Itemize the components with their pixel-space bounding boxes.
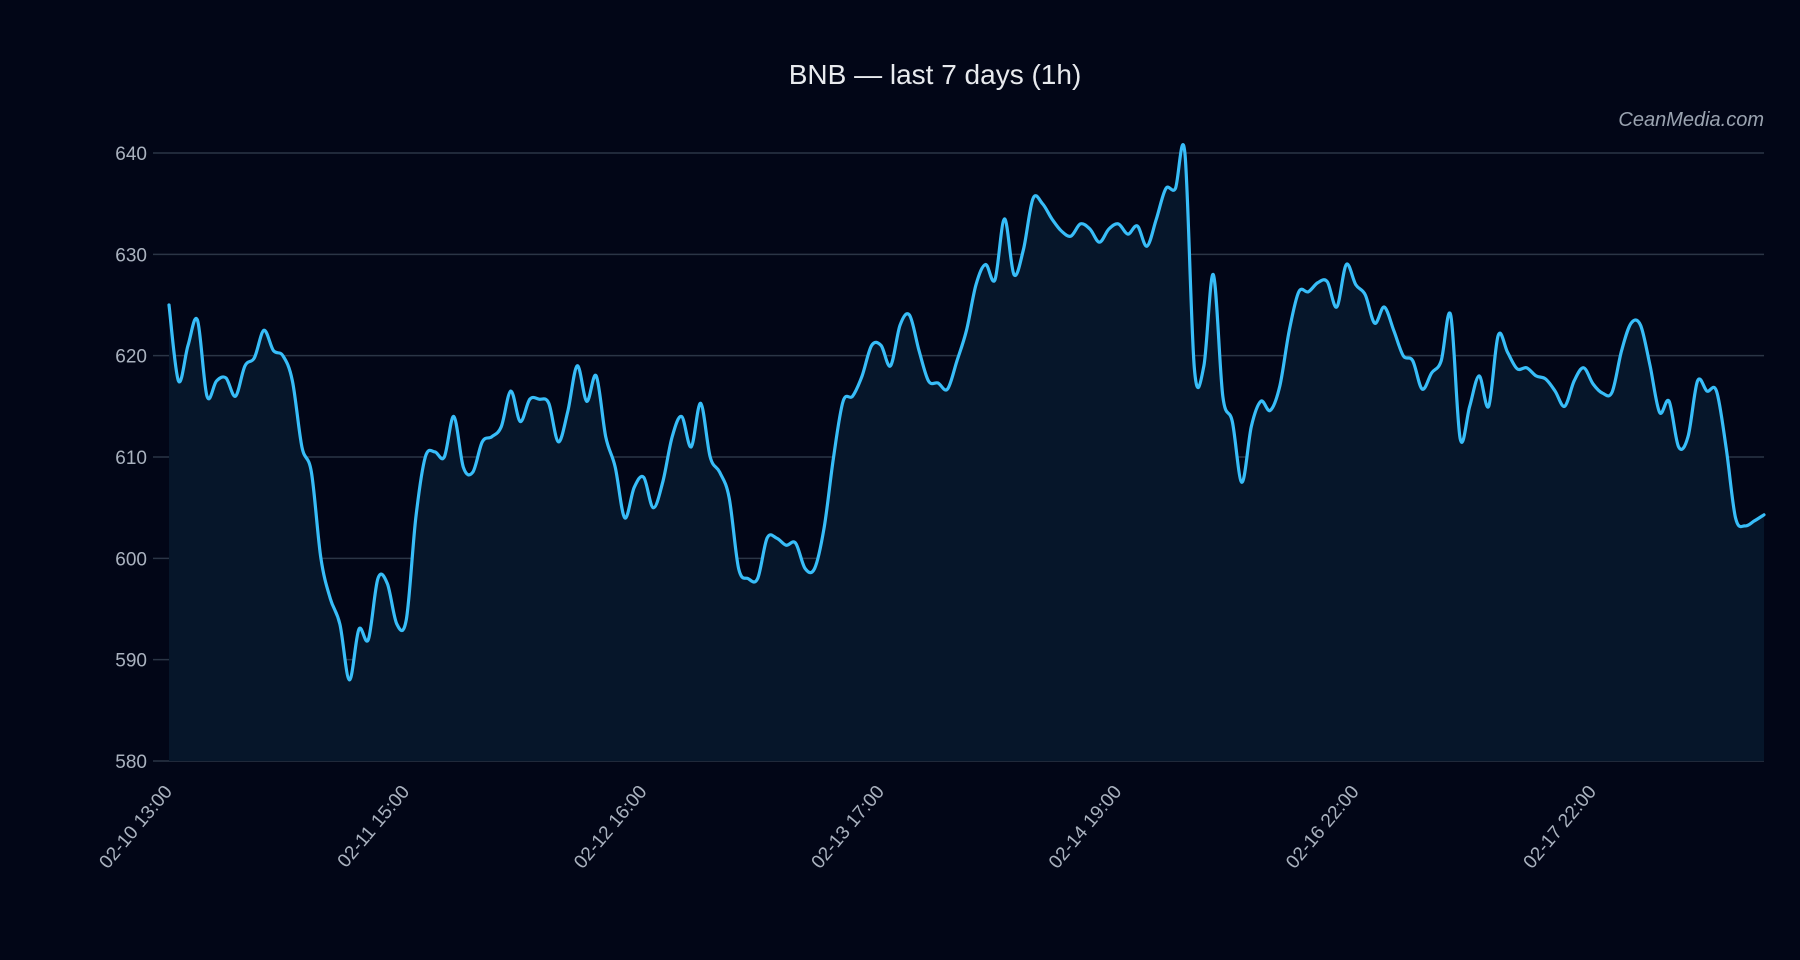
y-tick-label: 600 — [115, 549, 147, 570]
y-tick-label: 640 — [115, 144, 147, 165]
y-tick-label: 630 — [115, 245, 147, 266]
y-tick-label: 580 — [115, 752, 147, 773]
y-tick-label: 610 — [115, 448, 147, 469]
watermark: CeanMedia.com — [1618, 109, 1764, 131]
y-axis: 580 590 600 610 620 630 640 — [115, 144, 147, 773]
y-tick-label: 590 — [115, 651, 147, 672]
y-tick-label: 620 — [115, 347, 147, 368]
price-line — [167, 142, 1766, 682]
chart-title: BNB — last 7 days (1h) — [789, 59, 1082, 90]
